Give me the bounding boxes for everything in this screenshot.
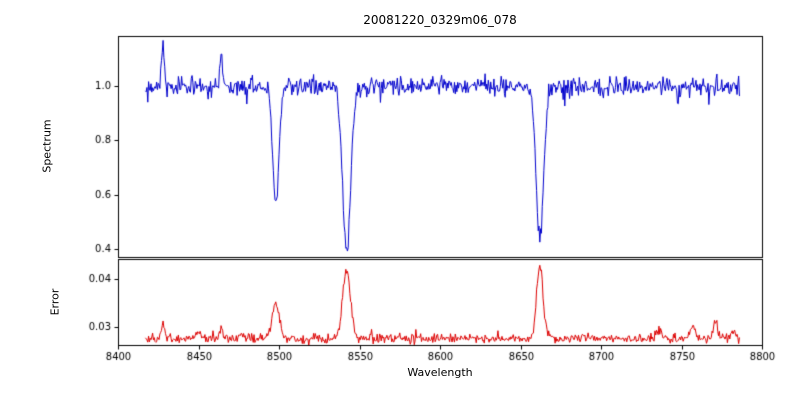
- chart-title: 20081220_0329m06_078: [363, 13, 517, 27]
- x-axis-label: Wavelength: [407, 366, 473, 379]
- error-y-axis-label: Error: [48, 288, 62, 316]
- spectrum-y-axis-label: Spectrum: [40, 119, 54, 173]
